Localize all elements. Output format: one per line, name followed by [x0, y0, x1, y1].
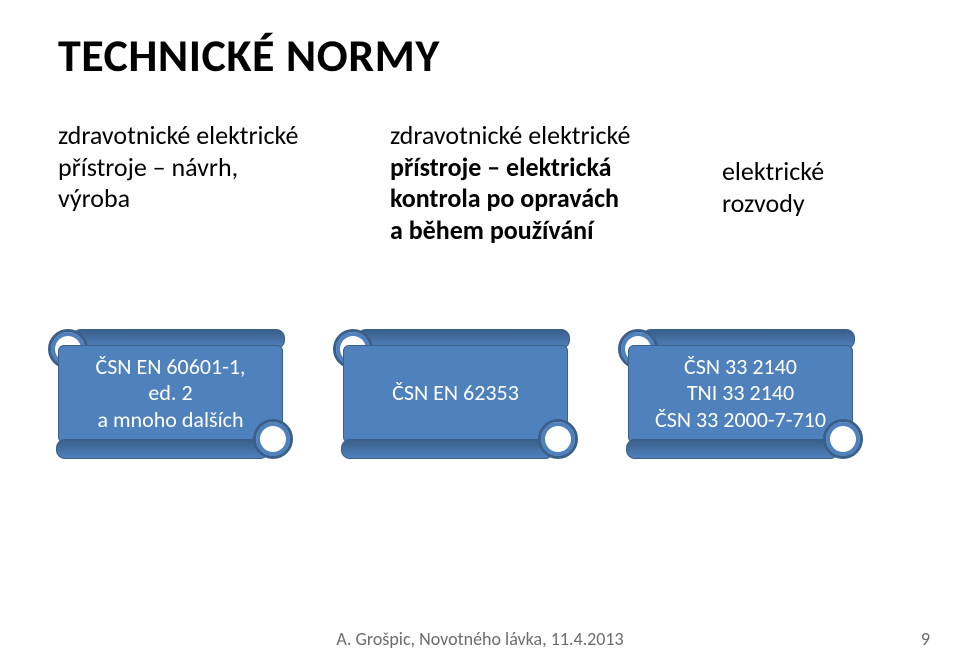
scroll-body: ČSN EN 62353: [343, 345, 568, 443]
scroll-standards-3: ČSN 33 2140 TNI 33 2140 ČSN 33 2000-7-71…: [628, 331, 853, 457]
scroll-curl: [538, 419, 578, 459]
text-line: přístroje – návrh,: [58, 152, 358, 184]
text-line: ed. 2: [148, 379, 192, 406]
scroll-curl: [253, 419, 293, 459]
text-line: přístroje – elektrická: [390, 152, 690, 184]
scroll-text: ČSN 33 2140 TNI 33 2140 ČSN 33 2000-7-71…: [655, 354, 826, 434]
scroll-standards-1: ČSN EN 60601-1, ed. 2 a mnoho dalších: [58, 331, 283, 457]
text-line: ČSN EN 60601-1,: [95, 353, 245, 380]
scroll-body: ČSN EN 60601-1, ed. 2 a mnoho dalších: [58, 345, 283, 443]
text-line: výroba: [58, 183, 358, 215]
category-inspection: zdravotnické elektrické přístroje – elek…: [390, 120, 690, 247]
text-line: TNI 33 2140: [687, 379, 794, 406]
scroll-curl: [823, 419, 863, 459]
page-number: 9: [921, 628, 930, 650]
category-row: zdravotnické elektrické přístroje – návr…: [58, 120, 902, 247]
slide: TECHNICKÉ NORMY zdravotnické elektrické …: [0, 0, 960, 664]
text-line: elektrické rozvody: [722, 156, 902, 219]
text-line: zdravotnické elektrické: [58, 120, 358, 152]
footer-text: A. Grošpic, Novotného lávka, 11.4.2013: [0, 628, 960, 650]
category-wiring: elektrické rozvody: [722, 120, 902, 219]
scroll-body: ČSN 33 2140 TNI 33 2140 ČSN 33 2000-7-71…: [628, 345, 853, 443]
scroll-bar: [341, 439, 554, 459]
text-line: kontrola po opravách: [390, 183, 690, 215]
category-design: zdravotnické elektrické přístroje – návr…: [58, 120, 358, 215]
scroll-text: ČSN EN 62353: [392, 380, 519, 407]
text-line: ČSN 33 2140: [684, 353, 797, 380]
scroll-bar: [626, 439, 839, 459]
text-line: ČSN 33 2000-7-710: [655, 406, 826, 433]
scroll-standards-2: ČSN EN 62353: [343, 331, 568, 457]
text-line: ČSN EN 62353: [392, 379, 519, 406]
scroll-bar: [56, 439, 269, 459]
scroll-row: ČSN EN 60601-1, ed. 2 a mnoho dalších ČS…: [58, 331, 902, 457]
scroll-text: ČSN EN 60601-1, ed. 2 a mnoho dalších: [95, 354, 245, 434]
text-line: zdravotnické elektrické: [390, 120, 690, 152]
slide-title: TECHNICKÉ NORMY: [58, 28, 902, 84]
text-line: a mnoho dalších: [97, 406, 243, 433]
text-line: a během používání: [390, 215, 690, 247]
